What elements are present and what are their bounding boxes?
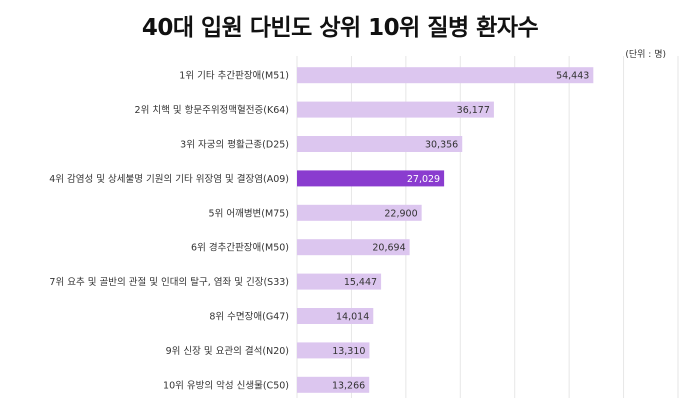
category-label: 8위 수면장애(G47) — [209, 311, 289, 323]
bar — [297, 136, 463, 152]
bar — [297, 170, 445, 187]
category-label: 6위 경추간판장애(M50) — [191, 242, 289, 254]
bar — [297, 239, 410, 256]
category-label: 2위 치핵 및 항문주위정맥혈전증(K64) — [135, 104, 289, 116]
bar — [297, 273, 382, 290]
data-label: 20,694 — [372, 243, 405, 254]
data-label: 27,029 — [407, 174, 440, 185]
bar — [297, 67, 594, 84]
bar — [297, 376, 370, 393]
data-label: 54,443 — [556, 71, 589, 82]
category-label: 7위 요추 및 골반의 관절 및 인대의 탈구, 염좌 및 긴장(S33) — [49, 276, 289, 288]
category-label: 10위 유방의 악성 신생물(C50) — [163, 379, 289, 391]
data-label: 13,266 — [332, 380, 365, 391]
bar — [297, 342, 370, 359]
bars — [297, 67, 594, 393]
unit-label: (단위 : 명) — [625, 50, 666, 60]
chart-title: 40대 입원 다빈도 상위 10위 질병 환자수 — [141, 15, 539, 41]
category-label: 4위 감염성 및 상세불명 기원의 기타 위장염 및 결장염(A09) — [49, 173, 289, 185]
category-label: 1위 기타 추간판장애(M51) — [179, 70, 289, 82]
category-label: 9위 신장 및 요관의 결석(N20) — [166, 345, 289, 357]
data-label: 15,447 — [344, 277, 377, 288]
data-label: 13,310 — [332, 346, 365, 357]
category-label: 3위 자궁의 평활근종(D25) — [180, 139, 289, 151]
category-labels: 1위 기타 추간판장애(M51) 2위 치핵 및 항문주위정맥혈전증(K64) 3위… — [49, 70, 289, 392]
bar — [297, 308, 374, 324]
data-label: 14,014 — [336, 312, 369, 323]
value-labels: 54,443 36,177 30,356 27,029 22,900 20,694 15,4… — [332, 71, 589, 392]
category-label: 5위 어깨병변(M75) — [209, 207, 289, 219]
data-label: 36,177 — [457, 105, 490, 116]
data-label: 22,900 — [384, 208, 417, 219]
data-label: 30,356 — [425, 140, 458, 151]
bar — [297, 204, 422, 221]
bar — [297, 101, 494, 118]
